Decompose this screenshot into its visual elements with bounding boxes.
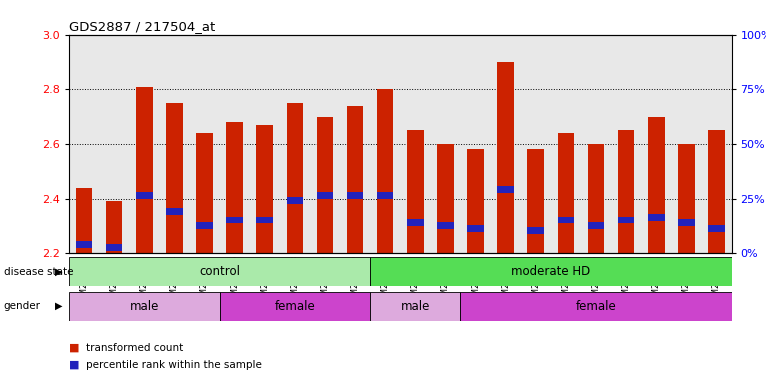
Bar bbox=[69, 257, 370, 286]
Bar bbox=[497, 186, 514, 193]
Bar bbox=[257, 125, 273, 253]
Text: percentile rank within the sample: percentile rank within the sample bbox=[86, 360, 262, 370]
Bar bbox=[76, 241, 92, 248]
Text: ■: ■ bbox=[69, 360, 80, 370]
Bar bbox=[648, 214, 665, 221]
Text: moderate HD: moderate HD bbox=[511, 265, 591, 278]
Bar bbox=[437, 144, 453, 253]
Bar bbox=[467, 225, 484, 232]
Bar bbox=[558, 217, 574, 223]
Bar bbox=[347, 192, 363, 199]
Bar bbox=[618, 130, 634, 253]
Bar bbox=[407, 130, 424, 253]
Bar bbox=[69, 292, 220, 321]
Bar bbox=[370, 257, 732, 286]
Text: female: female bbox=[575, 300, 617, 313]
Bar bbox=[678, 144, 695, 253]
Bar bbox=[76, 188, 92, 253]
Text: female: female bbox=[274, 300, 315, 313]
Bar bbox=[106, 202, 123, 253]
Bar bbox=[166, 103, 182, 253]
Text: ■: ■ bbox=[69, 343, 80, 353]
Text: gender: gender bbox=[4, 301, 41, 311]
Bar bbox=[316, 117, 333, 253]
Text: ▶: ▶ bbox=[55, 301, 63, 311]
Bar bbox=[460, 292, 732, 321]
Bar bbox=[588, 144, 604, 253]
Bar bbox=[407, 219, 424, 226]
Bar bbox=[136, 192, 152, 199]
Bar bbox=[220, 292, 370, 321]
Bar bbox=[648, 117, 665, 253]
Bar bbox=[196, 222, 213, 229]
Text: ▶: ▶ bbox=[55, 266, 63, 277]
Bar bbox=[226, 122, 243, 253]
Bar bbox=[467, 149, 484, 253]
Text: control: control bbox=[199, 265, 240, 278]
Bar bbox=[528, 149, 544, 253]
Text: transformed count: transformed count bbox=[86, 343, 183, 353]
Bar bbox=[257, 217, 273, 223]
Bar bbox=[316, 192, 333, 199]
Text: male: male bbox=[129, 300, 159, 313]
Bar bbox=[588, 222, 604, 229]
Bar bbox=[377, 89, 394, 253]
Bar bbox=[709, 130, 725, 253]
Bar bbox=[136, 86, 152, 253]
Bar bbox=[558, 133, 574, 253]
Bar bbox=[226, 217, 243, 223]
Text: disease state: disease state bbox=[4, 266, 74, 277]
Bar bbox=[618, 217, 634, 223]
Bar bbox=[497, 62, 514, 253]
Text: male: male bbox=[401, 300, 430, 313]
Bar bbox=[678, 219, 695, 226]
Bar bbox=[709, 225, 725, 232]
Bar bbox=[196, 133, 213, 253]
Bar bbox=[286, 197, 303, 204]
Bar bbox=[370, 292, 460, 321]
Bar bbox=[528, 227, 544, 234]
Bar bbox=[437, 222, 453, 229]
Bar bbox=[347, 106, 363, 253]
Text: GDS2887 / 217504_at: GDS2887 / 217504_at bbox=[69, 20, 215, 33]
Bar bbox=[377, 192, 394, 199]
Bar bbox=[286, 103, 303, 253]
Bar bbox=[106, 244, 123, 251]
Bar bbox=[166, 208, 182, 215]
